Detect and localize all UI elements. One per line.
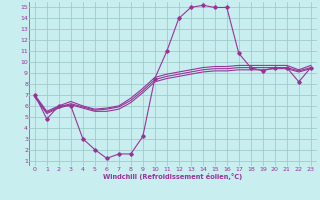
X-axis label: Windchill (Refroidissement éolien,°C): Windchill (Refroidissement éolien,°C) (103, 173, 243, 180)
